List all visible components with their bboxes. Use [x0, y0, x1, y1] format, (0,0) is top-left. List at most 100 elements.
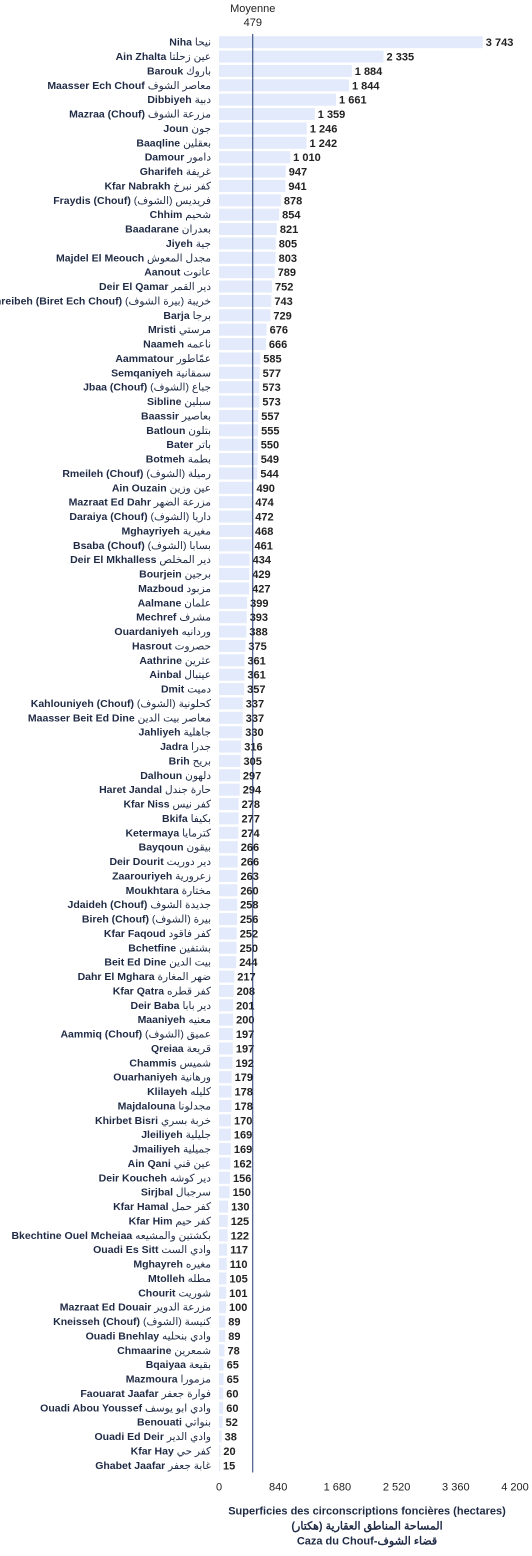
average-label: Moyenne	[230, 3, 275, 15]
bar	[219, 639, 246, 652]
bar	[219, 510, 253, 523]
value-label: 266	[241, 857, 259, 869]
value-label: 434	[253, 555, 272, 567]
value-label: 60	[226, 1403, 238, 1415]
bar	[219, 352, 261, 365]
value-label: 1 884	[355, 66, 383, 78]
category-label: Chhim شحيم	[150, 209, 212, 221]
value-label: 117	[230, 1245, 248, 1257]
value-label: 316	[244, 742, 262, 754]
category-label: Khreibeh (Biret Ech Chouf) خريبة (بيرة ا…	[0, 295, 211, 307]
bar	[219, 1128, 231, 1141]
category-label: Qreiaa قريعة	[151, 1043, 211, 1055]
bar	[219, 553, 250, 566]
category-label: Naameh ناعمه	[143, 339, 211, 351]
bar	[219, 453, 258, 466]
bar	[219, 179, 286, 192]
category-label: Kfar Nabrakh كفر نبرخ	[104, 180, 212, 192]
bar	[219, 223, 277, 236]
bar	[219, 568, 250, 581]
bar	[219, 970, 235, 983]
value-label: 15	[223, 1460, 235, 1472]
category-label: Baassir بعاصير	[141, 410, 211, 422]
bar	[219, 668, 245, 681]
value-label: 393	[250, 612, 268, 624]
value-label: 1 246	[310, 123, 338, 135]
value-label: 197	[236, 1043, 254, 1055]
bar	[219, 740, 242, 753]
value-label: 52	[226, 1417, 238, 1429]
category-label: Aathrine عثرين	[139, 655, 211, 667]
value-label: 490	[257, 483, 275, 495]
category-label: Ouadi Bnehlay وادي بنحليه	[86, 1330, 211, 1342]
bar	[219, 1387, 224, 1400]
bar	[219, 64, 352, 77]
bar	[219, 136, 307, 149]
value-label: 947	[289, 167, 307, 179]
category-label: Bourjein برجين	[139, 569, 211, 581]
value-label: 263	[241, 871, 259, 883]
category-label: Mazraa (Chouf) مزرعة الشوف	[69, 109, 211, 121]
value-label: 150	[233, 1187, 251, 1199]
category-label: Joun جون	[163, 123, 211, 135]
value-label: 178	[235, 1101, 253, 1113]
category-label: Baadarane بعدران	[125, 224, 211, 236]
bar	[219, 1315, 226, 1328]
category-label: Ouadi Abou Youssef وادي ابو يوسف	[40, 1402, 211, 1414]
value-label: 1 661	[339, 95, 367, 107]
category-label: Mristi مرستي	[148, 324, 211, 336]
value-label: 297	[243, 770, 261, 782]
bar	[219, 1329, 226, 1342]
bar	[219, 683, 245, 696]
bar	[219, 36, 483, 49]
bar	[219, 1373, 224, 1386]
category-label: Jmailiyeh جميلية	[132, 1144, 211, 1156]
value-label: 197	[236, 1029, 254, 1041]
category-label: Benouati بنواتي	[137, 1417, 211, 1429]
category-label: Botmeh بطمة	[146, 454, 211, 466]
value-label: 170	[234, 1115, 252, 1127]
value-label: 130	[231, 1202, 249, 1214]
value-label: 557	[261, 411, 279, 423]
bar	[219, 1344, 225, 1357]
bar	[219, 869, 238, 882]
bar	[219, 79, 349, 92]
value-label: 244	[239, 957, 258, 969]
category-label: Majdalouna مجدلونا	[118, 1100, 212, 1112]
bar	[219, 1200, 229, 1213]
category-label: Aammatour عمّاطور	[115, 353, 211, 365]
x-tick-label: 1 680	[324, 1482, 352, 1494]
value-label: 256	[240, 914, 258, 926]
bar	[219, 1143, 231, 1156]
bar	[219, 280, 272, 293]
value-label: 179	[235, 1072, 253, 1084]
bar	[219, 1229, 228, 1242]
value-label: 277	[242, 813, 260, 825]
category-label: Kahlouniyeh (Chouf) كحلونية (الشوف)	[31, 698, 212, 710]
bar	[219, 366, 260, 379]
category-label: Maasser Ech Chouf معاصر الشوف	[47, 80, 211, 92]
bar	[219, 898, 238, 911]
bar	[219, 93, 337, 106]
bar	[219, 1013, 234, 1026]
bar	[219, 1459, 221, 1472]
value-label: 258	[240, 900, 258, 912]
value-label: 805	[279, 238, 297, 250]
value-label: 38	[225, 1432, 237, 1444]
bar	[219, 726, 243, 739]
category-label: Haret Jandal حارة جندل	[99, 784, 211, 796]
bar	[219, 1358, 224, 1371]
bar	[219, 424, 259, 437]
category-label: Dmit دميت	[161, 684, 211, 696]
category-label: Zaarouriyeh زعرورية	[112, 870, 211, 882]
bar	[219, 826, 239, 839]
bar	[219, 812, 239, 825]
bar	[219, 582, 250, 595]
bar	[219, 754, 241, 767]
bar	[219, 266, 275, 279]
bar	[219, 409, 259, 422]
category-label: Kneisseh (Chouf) كنيسة (الشوف)	[53, 1316, 212, 1328]
value-label: 474	[255, 497, 274, 509]
category-label: Kfar Qatra كفر قطره	[113, 985, 212, 997]
category-labels-group: Niha نيحا Ain Zhalta عين زحلتا Barouk بارو…	[0, 37, 212, 1472]
